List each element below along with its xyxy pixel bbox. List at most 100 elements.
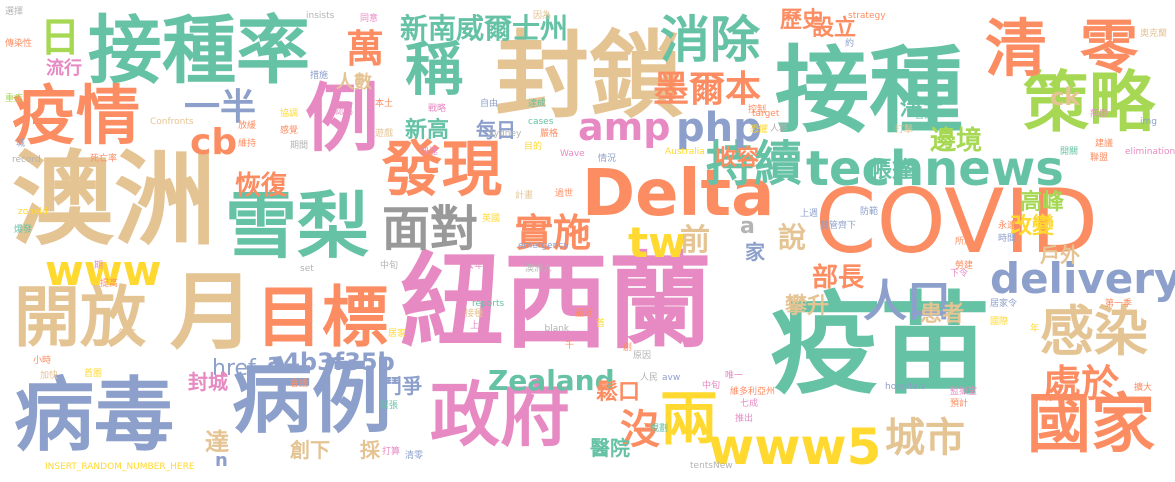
word-chengshi: 城市	[885, 415, 965, 461]
small-word: 因為	[533, 11, 552, 21]
word-cheng: 稱	[405, 35, 464, 103]
small-word: 計畫	[515, 191, 534, 201]
word-qian: 前	[680, 223, 710, 258]
word-gaofeng: 高峰	[1020, 190, 1065, 215]
small-word: 國際	[990, 317, 1009, 327]
word-faxian: 發現	[382, 135, 502, 205]
small-word: Confronts	[150, 117, 194, 127]
small-word: elimination	[1125, 147, 1175, 157]
word-meiri: 每日	[476, 118, 516, 142]
small-word: 千	[565, 341, 575, 351]
small-word: 澳洲人	[525, 264, 553, 274]
small-word: 恐懼	[750, 125, 769, 135]
word-mubiao: 目標	[256, 279, 388, 356]
small-word: 重症	[5, 94, 24, 104]
small-word: 上週	[800, 209, 819, 219]
word-fengcheng: 封城	[188, 370, 228, 394]
small-word: 傳染性	[5, 39, 33, 49]
word-chixu: 持續	[706, 136, 803, 192]
small-word: 同意	[360, 14, 379, 24]
word-kaifang: 開放	[14, 279, 146, 356]
word-ling: 零	[1080, 13, 1139, 81]
small-word: 規劃	[650, 424, 669, 434]
word-yiban: 一半	[184, 87, 257, 128]
small-word: 首	[596, 319, 606, 329]
word-www5: www5	[708, 418, 882, 476]
word-wan: 萬	[346, 27, 385, 71]
small-word: 感覺	[280, 126, 299, 136]
word-chuangxia: 創下	[290, 438, 330, 462]
word-covid: COVID	[815, 170, 1099, 273]
small-word: 清零	[405, 451, 424, 461]
small-word: 約	[845, 39, 855, 49]
small-word: 病患	[1090, 109, 1109, 119]
small-word: emergency	[518, 241, 569, 251]
word-niuxilan: 紐西蘭	[400, 241, 713, 363]
word-liuxing: 流行	[46, 58, 82, 79]
small-word: 期	[94, 261, 104, 271]
small-word: 小時	[33, 356, 52, 366]
word-jingtu: 淨土	[900, 96, 945, 121]
word-bingli: 病例	[232, 351, 392, 444]
word-zealand: Zealand	[488, 364, 615, 397]
word-huanzhe: 患者	[920, 302, 965, 327]
word-amp: amp	[578, 105, 671, 149]
small-word: Australia	[665, 147, 705, 157]
word-zhangpeng: 帳篷	[870, 158, 915, 183]
small-word: 聯盟	[1090, 153, 1109, 163]
small-word: 本土	[375, 99, 394, 109]
small-word: 維持	[238, 139, 257, 149]
small-word: Wave	[560, 149, 585, 159]
small-word: 打擊	[895, 125, 914, 135]
small-word: 情況	[598, 154, 617, 164]
word-biajing: 邊境	[930, 126, 983, 156]
small-word: 最近	[575, 309, 594, 319]
word-jiezhong: 接種	[775, 37, 964, 146]
small-word: 戰略	[428, 104, 447, 114]
small-word: insists	[306, 11, 335, 21]
small-word: avw	[662, 373, 681, 383]
word-pansheng: 攀升	[785, 294, 830, 319]
word-guojia: 國家	[1027, 388, 1155, 462]
word-huwai: 戶外	[1040, 243, 1080, 267]
small-word: 居家	[388, 329, 407, 339]
word-celue: 策略	[1023, 64, 1155, 141]
small-word: cases	[528, 117, 554, 127]
small-word: set	[300, 264, 314, 274]
small-word: 中旬	[380, 261, 399, 271]
small-word: 加快	[40, 371, 59, 381]
small-word: 達成	[528, 99, 547, 109]
word-huifu: 恢復	[235, 171, 288, 201]
small-word: reports	[472, 299, 505, 309]
small-word: 放緩	[238, 121, 257, 131]
word-www: www	[45, 246, 162, 295]
small-word: 措施	[310, 71, 329, 81]
word-miandui: 面對	[382, 201, 479, 257]
small-word: 會議	[290, 379, 309, 389]
word-renkou: 人口	[863, 276, 951, 327]
small-word: 防範	[860, 207, 879, 217]
small-word: 七成	[740, 399, 759, 409]
small-word: img	[1140, 117, 1157, 127]
small-word: 維多利亞州	[730, 387, 776, 397]
small-word: strategy	[848, 11, 886, 21]
small-word: 勞建	[955, 261, 974, 271]
small-word: tentsNew	[690, 461, 733, 471]
word-mei: 沒	[620, 407, 660, 453]
small-word: 控制	[748, 105, 767, 115]
small-word: 爆發	[14, 225, 33, 235]
small-word: 提高	[100, 279, 119, 289]
word-zhengfu: 政府	[430, 374, 570, 456]
small-word: Sydney	[488, 129, 522, 139]
word-shishi: 實施	[515, 211, 592, 255]
small-word: hospitals	[885, 382, 926, 392]
word-bingdu: 病毒	[14, 369, 174, 462]
word-shourong: 收容	[715, 146, 760, 171]
small-word: 快速	[420, 147, 439, 157]
word-delivery: delivery	[990, 254, 1175, 303]
small-word: record	[12, 155, 41, 165]
word-xueli: 雪梨	[225, 184, 370, 268]
word-php: php	[676, 105, 762, 151]
small-word: 年	[1030, 324, 1040, 334]
